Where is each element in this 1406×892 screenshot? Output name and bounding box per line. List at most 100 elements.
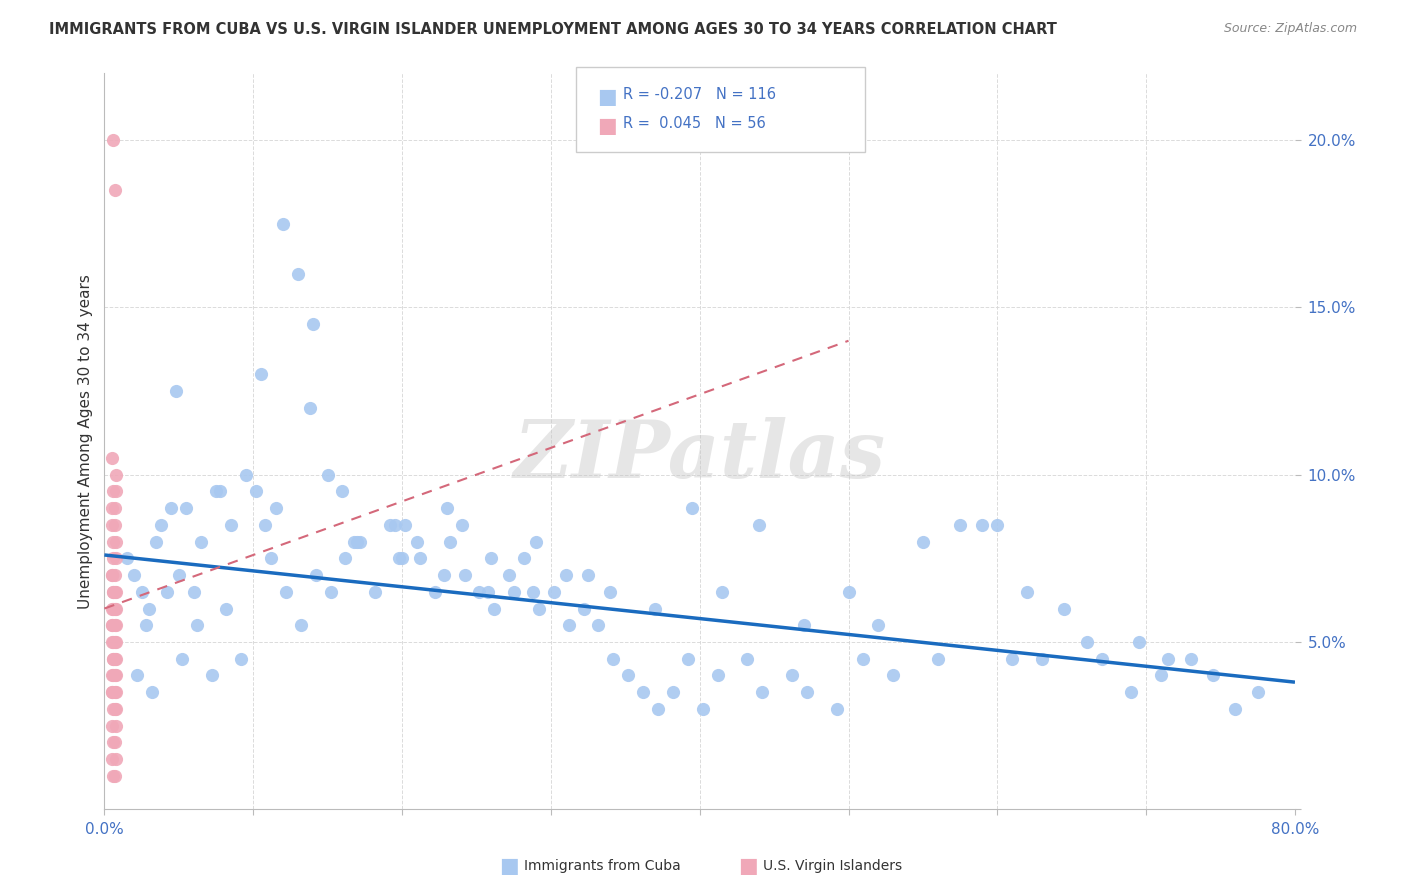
Point xyxy=(165,384,187,398)
Point xyxy=(1017,584,1039,599)
Point xyxy=(557,618,579,632)
Point xyxy=(101,601,124,615)
Point xyxy=(751,685,773,699)
Point xyxy=(249,368,271,382)
Point xyxy=(105,584,128,599)
Point xyxy=(1053,601,1076,615)
Point xyxy=(215,601,238,615)
Point xyxy=(479,551,502,566)
Point xyxy=(378,517,401,532)
Point xyxy=(105,484,128,499)
Point xyxy=(104,501,127,516)
Point xyxy=(927,651,949,665)
Point xyxy=(141,685,163,699)
Point xyxy=(453,568,475,582)
Point xyxy=(105,551,128,566)
Point xyxy=(149,517,172,532)
Text: R = -0.207   N = 116: R = -0.207 N = 116 xyxy=(623,87,776,103)
Point xyxy=(949,517,972,532)
Point xyxy=(170,651,193,665)
Point xyxy=(436,501,458,516)
Point xyxy=(105,752,128,766)
Text: ■: ■ xyxy=(738,856,758,876)
Text: Source: ZipAtlas.com: Source: ZipAtlas.com xyxy=(1223,22,1357,36)
Point xyxy=(101,668,124,682)
Point xyxy=(576,568,599,582)
Point xyxy=(1128,635,1150,649)
Point xyxy=(793,618,815,632)
Point xyxy=(498,568,520,582)
Point xyxy=(103,635,125,649)
Text: Immigrants from Cuba: Immigrants from Cuba xyxy=(524,859,681,873)
Point xyxy=(868,618,890,632)
Point xyxy=(316,467,339,482)
Point xyxy=(1090,651,1112,665)
Text: ■: ■ xyxy=(598,87,617,107)
Point xyxy=(127,668,149,682)
Point xyxy=(245,484,267,499)
Point xyxy=(105,534,128,549)
Text: ■: ■ xyxy=(499,856,519,876)
Text: U.S. Virgin Islanders: U.S. Virgin Islanders xyxy=(763,859,903,873)
Point xyxy=(468,584,491,599)
Point xyxy=(1031,651,1053,665)
Point xyxy=(882,668,904,682)
Point xyxy=(190,534,212,549)
Point xyxy=(104,651,127,665)
Point xyxy=(1121,685,1143,699)
Point xyxy=(105,618,128,632)
Point xyxy=(274,584,297,599)
Point xyxy=(105,635,128,649)
Point xyxy=(477,584,499,599)
Point xyxy=(104,735,127,749)
Point xyxy=(271,217,294,231)
Point xyxy=(101,517,124,532)
Point xyxy=(101,685,124,699)
Point xyxy=(174,501,197,516)
Point xyxy=(103,735,125,749)
Point xyxy=(1150,668,1173,682)
Point xyxy=(423,584,446,599)
Point xyxy=(335,551,357,566)
Point xyxy=(105,685,128,699)
Point xyxy=(644,601,666,615)
Point xyxy=(406,534,429,549)
Point xyxy=(104,769,127,783)
Point xyxy=(105,668,128,682)
Point xyxy=(101,685,124,699)
Point xyxy=(200,668,222,682)
Point xyxy=(737,651,759,665)
Point xyxy=(103,702,125,716)
Point xyxy=(298,401,321,415)
Point xyxy=(103,484,125,499)
Point xyxy=(349,534,371,549)
Point xyxy=(662,685,685,699)
Point xyxy=(433,568,456,582)
Point xyxy=(101,635,124,649)
Point xyxy=(103,668,125,682)
Point xyxy=(502,584,524,599)
Point xyxy=(287,267,309,281)
Point xyxy=(439,534,461,549)
Point xyxy=(105,651,128,665)
Point xyxy=(103,769,125,783)
Point xyxy=(543,584,565,599)
Point xyxy=(115,551,138,566)
Point xyxy=(305,568,328,582)
Point xyxy=(105,719,128,733)
Point xyxy=(631,685,654,699)
Point xyxy=(780,668,803,682)
Point xyxy=(104,702,127,716)
Point xyxy=(394,517,416,532)
Point xyxy=(796,685,818,699)
Point xyxy=(513,551,536,566)
Point xyxy=(364,584,387,599)
Point xyxy=(1076,635,1098,649)
Point xyxy=(104,183,127,197)
Point xyxy=(105,467,128,482)
Text: IMMIGRANTS FROM CUBA VS U.S. VIRGIN ISLANDER UNEMPLOYMENT AMONG AGES 30 TO 34 YE: IMMIGRANTS FROM CUBA VS U.S. VIRGIN ISLA… xyxy=(49,22,1057,37)
Point xyxy=(409,551,432,566)
Point xyxy=(138,601,160,615)
Point xyxy=(692,702,714,716)
Point xyxy=(1180,651,1202,665)
